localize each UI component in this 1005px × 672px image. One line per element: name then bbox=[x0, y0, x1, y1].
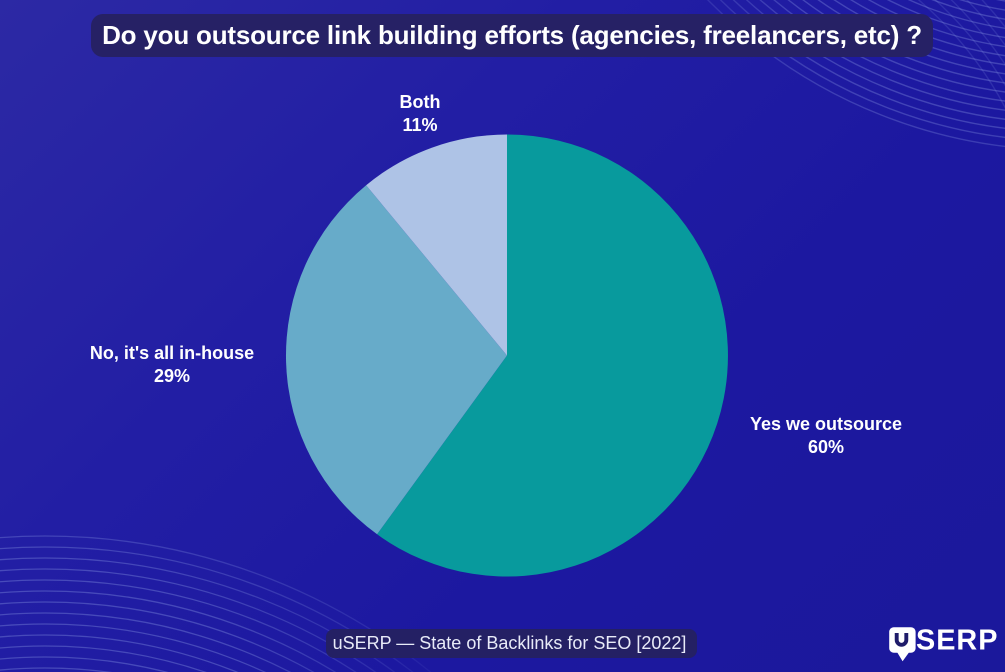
svg-text:SERP: SERP bbox=[916, 625, 998, 657]
